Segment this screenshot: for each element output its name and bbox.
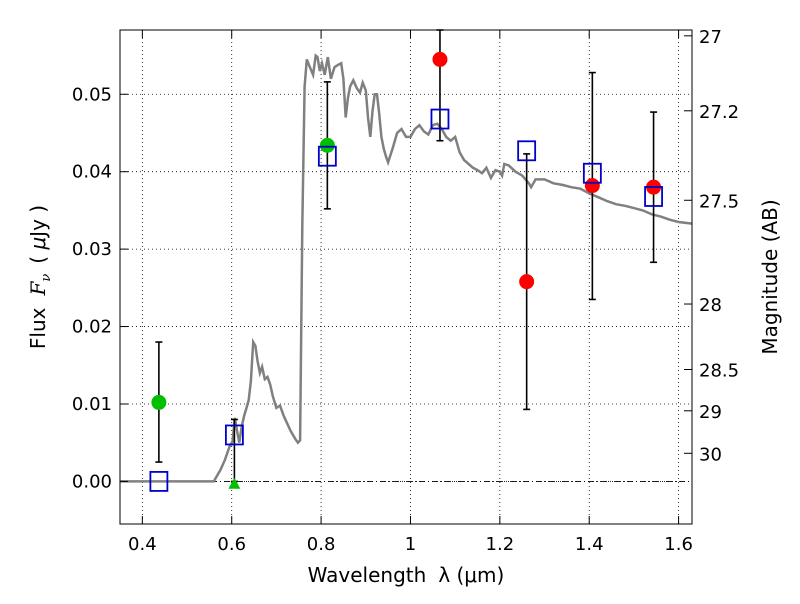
error-bars [155,29,658,483]
mag-tick-label: 27 [699,27,722,48]
model-flux-marker [517,140,537,162]
x-axis-label: Wavelength λ (μm) [308,563,505,587]
x-tick-label: 1 [405,534,416,555]
y-tick-label: 0.01 [72,394,112,415]
data-point [151,394,167,410]
y-axis-label-unit-rest: Jy ) [26,205,50,239]
mag-tick-label: 28 [699,295,722,316]
model-flux-marker [224,424,244,446]
y-axis-label-unit-open: ( [26,250,50,264]
upper-limit-marker [228,477,241,489]
mag-tick-label: 29 [699,402,722,423]
x-tick-label: 0.4 [128,534,157,555]
data-point [432,51,448,67]
x-tick-label: 1.2 [486,534,515,555]
x-tick-label: 0.6 [217,534,246,555]
mag-tick-label: 30 [699,444,722,465]
y-axis-label-symbol: F [26,281,50,297]
model-flux-marker [644,186,663,207]
grid [120,30,692,524]
axis-ticks: 0.4 0.6 0.8 1 1.2 1.4 1.6 0.00 0.01 0.02 0.03 0.04 0… [72,27,739,555]
y-tick-label: 0.04 [72,162,112,183]
data-markers [149,51,663,492]
plot-frame [119,29,693,525]
x-tick-label: 0.8 [307,534,336,555]
data-point [319,137,335,153]
data-point [584,178,600,194]
x-tick-label: 1.4 [575,534,604,555]
mag-tick-label: 27.2 [699,102,739,123]
mag-tick-label: 27.5 [699,191,739,212]
y-axis-label: Flux Fν ( μJy ) [26,205,54,349]
y-axis-label-unit-mu: μ [26,237,50,251]
y-tick-label: 0.03 [72,239,112,260]
data-point [519,274,535,290]
x-axis-label-math: λ (μm) [438,563,504,587]
x-axis-label-text: Wavelength [308,563,427,587]
model-flux-marker [582,162,602,184]
x-tick-label: 1.6 [664,534,693,555]
y-tick-label: 0.00 [72,471,112,492]
y-tick-label: 0.05 [72,84,112,105]
y-axis-label-subscript: ν [39,274,54,282]
model-flux-marker [430,108,450,130]
mag-tick-label: 28.5 [699,360,739,381]
y-axis-label-text: Flux [26,307,50,349]
right-axis-label: Magnitude (AB) [758,199,782,354]
model-flux-marker [149,471,169,492]
model-flux-marker [317,145,337,167]
y-tick-label: 0.02 [72,317,112,338]
model-sed-line [120,53,693,483]
